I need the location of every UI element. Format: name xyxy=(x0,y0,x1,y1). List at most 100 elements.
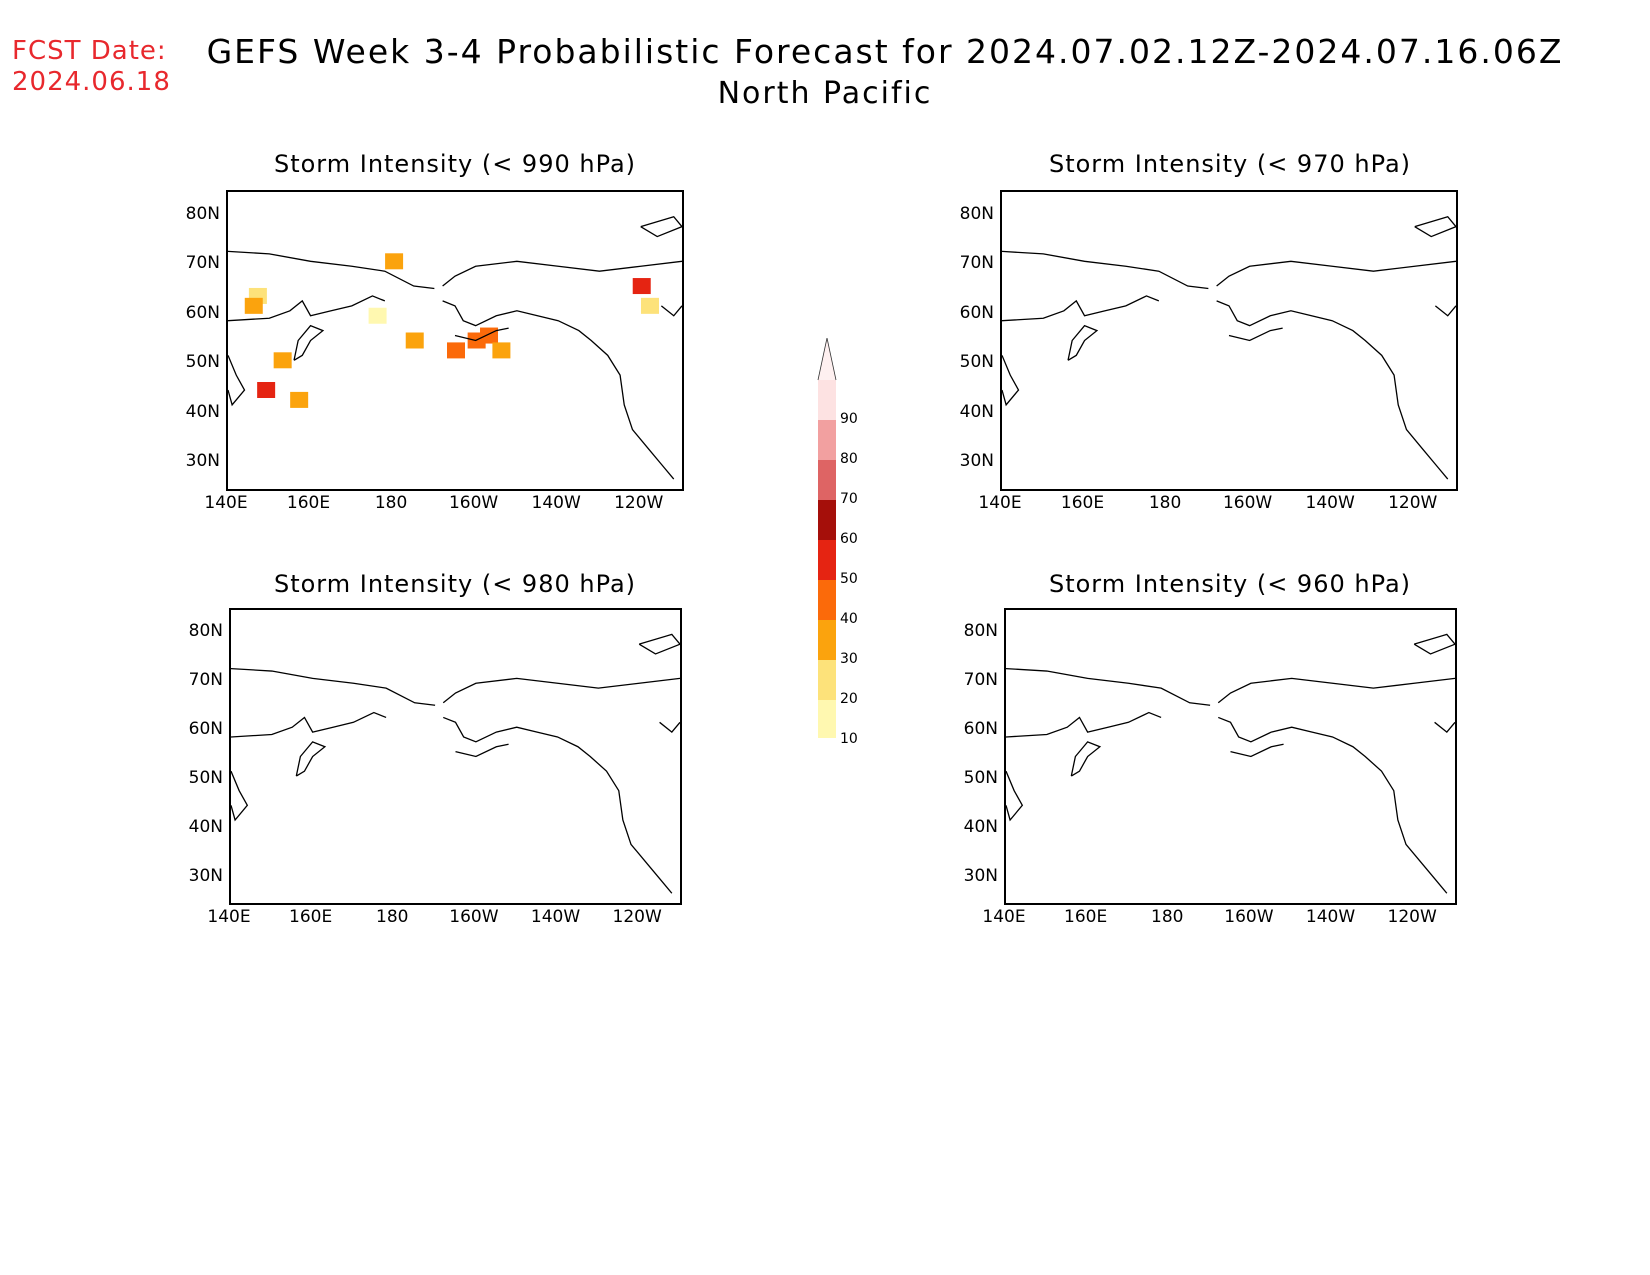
lon-tick-label: 160W xyxy=(1222,493,1273,513)
lon-tick-label: 160E xyxy=(286,493,331,513)
lon-tick-label: 140E xyxy=(982,907,1026,927)
lat-tick-label: 30N xyxy=(959,451,994,472)
coastline xyxy=(1002,355,1020,407)
colorbar-swatch xyxy=(818,420,836,460)
lat-tick-label: 60N xyxy=(959,302,994,323)
map-svg xyxy=(1006,633,1455,894)
colorbar-label: 50 xyxy=(840,571,858,587)
panel-title-990: Storm Intensity (< 990 hPa) xyxy=(273,150,637,178)
coastline xyxy=(1434,305,1456,317)
map-panel-970 xyxy=(1000,190,1458,491)
lon-tick-label: 160E xyxy=(1060,493,1105,513)
map-svg xyxy=(1002,216,1456,480)
map-panel-990 xyxy=(226,190,684,491)
colorbar-swatch xyxy=(818,660,836,700)
lat-tick-label: 80N xyxy=(188,621,223,642)
lon-tick-label: 140E xyxy=(207,907,251,927)
coastline xyxy=(231,711,387,738)
lat-tick-label: 70N xyxy=(963,670,998,691)
coastline xyxy=(454,327,509,342)
coastline xyxy=(228,250,435,290)
lon-tick-label: 120W xyxy=(612,907,662,927)
probability-cell xyxy=(632,278,651,295)
lon-tick-label: 180 xyxy=(376,907,409,927)
lat-tick-label: 60N xyxy=(963,719,998,740)
fcst-label: FCST Date: xyxy=(12,36,167,66)
coastline xyxy=(1413,633,1455,655)
map-panel-960 xyxy=(1004,608,1457,905)
probability-cell xyxy=(492,342,511,359)
coastline xyxy=(1006,770,1024,822)
coastline xyxy=(1434,721,1455,733)
probability-cell xyxy=(640,297,659,314)
page-title: GEFS Week 3-4 Probabilistic Forecast for… xyxy=(206,32,1564,71)
coastline xyxy=(442,677,680,704)
coastline xyxy=(1414,216,1456,238)
lon-tick-label: 160E xyxy=(289,907,333,927)
panel-title-960: Storm Intensity (< 960 hPa) xyxy=(1048,570,1412,598)
colorbar-svg xyxy=(817,338,837,738)
lat-tick-label: 70N xyxy=(185,253,220,274)
lat-tick-label: 40N xyxy=(185,401,220,422)
colorbar-swatch xyxy=(818,540,836,580)
panel-title-970: Storm Intensity (< 970 hPa) xyxy=(1048,150,1412,178)
lat-tick-label: 70N xyxy=(188,670,223,691)
lon-tick-label: 160W xyxy=(448,493,499,513)
probability-cell xyxy=(447,342,465,359)
map-svg xyxy=(231,633,680,894)
colorbar-label: 40 xyxy=(840,611,858,627)
lon-tick-label: 180 xyxy=(1148,493,1182,513)
coastline xyxy=(1006,711,1162,738)
lon-tick-label: 140W xyxy=(530,907,581,927)
lat-tick-label: 60N xyxy=(188,719,223,740)
lat-tick-label: 50N xyxy=(959,352,994,373)
probability-cell xyxy=(405,332,424,349)
coastline xyxy=(1070,741,1102,777)
probability-cell xyxy=(244,297,263,314)
probability-cell xyxy=(257,382,276,398)
coastline xyxy=(1006,667,1211,706)
coastline xyxy=(442,260,682,287)
coastline xyxy=(1216,300,1449,480)
coastline xyxy=(660,305,682,317)
lat-tick-label: 30N xyxy=(188,865,223,886)
coastline xyxy=(1067,324,1099,361)
lon-tick-label: 140W xyxy=(1305,907,1356,927)
probability-cell xyxy=(480,327,499,344)
lon-tick-label: 120W xyxy=(1387,907,1437,927)
coastline xyxy=(293,324,325,361)
region-title: North Pacific xyxy=(717,76,933,111)
map-svg xyxy=(228,216,682,480)
lat-tick-label: 30N xyxy=(185,451,220,472)
lon-tick-label: 140E xyxy=(978,493,1022,513)
coastline xyxy=(659,721,680,733)
colorbar-label: 90 xyxy=(840,411,858,427)
coastline xyxy=(442,300,675,480)
lat-tick-label: 50N xyxy=(185,352,220,373)
lon-tick-label: 140W xyxy=(531,493,581,513)
colorbar-label: 20 xyxy=(840,691,858,707)
probability-cell xyxy=(290,391,309,408)
coastline xyxy=(1216,260,1456,287)
lat-tick-label: 40N xyxy=(963,816,998,837)
probability-cell xyxy=(273,352,292,369)
lon-tick-label: 160W xyxy=(1224,907,1274,927)
lon-tick-label: 140E xyxy=(204,493,248,513)
probability-cell xyxy=(385,253,404,270)
coastline xyxy=(228,355,246,407)
coastline xyxy=(1218,716,1448,894)
lat-tick-label: 50N xyxy=(963,767,998,788)
coastline xyxy=(231,770,249,822)
probability-cell xyxy=(368,307,387,324)
lon-tick-label: 160W xyxy=(449,907,499,927)
lat-tick-label: 80N xyxy=(959,203,994,224)
colorbar-swatch xyxy=(818,700,836,738)
lat-tick-label: 40N xyxy=(959,401,994,422)
colorbar-label: 10 xyxy=(840,731,858,747)
map-panel-980 xyxy=(229,608,682,905)
colorbar-label: 30 xyxy=(840,651,858,667)
coastline xyxy=(1217,677,1455,704)
coastline xyxy=(231,667,436,706)
lat-tick-label: 40N xyxy=(188,816,223,837)
lon-tick-label: 120W xyxy=(614,493,664,513)
